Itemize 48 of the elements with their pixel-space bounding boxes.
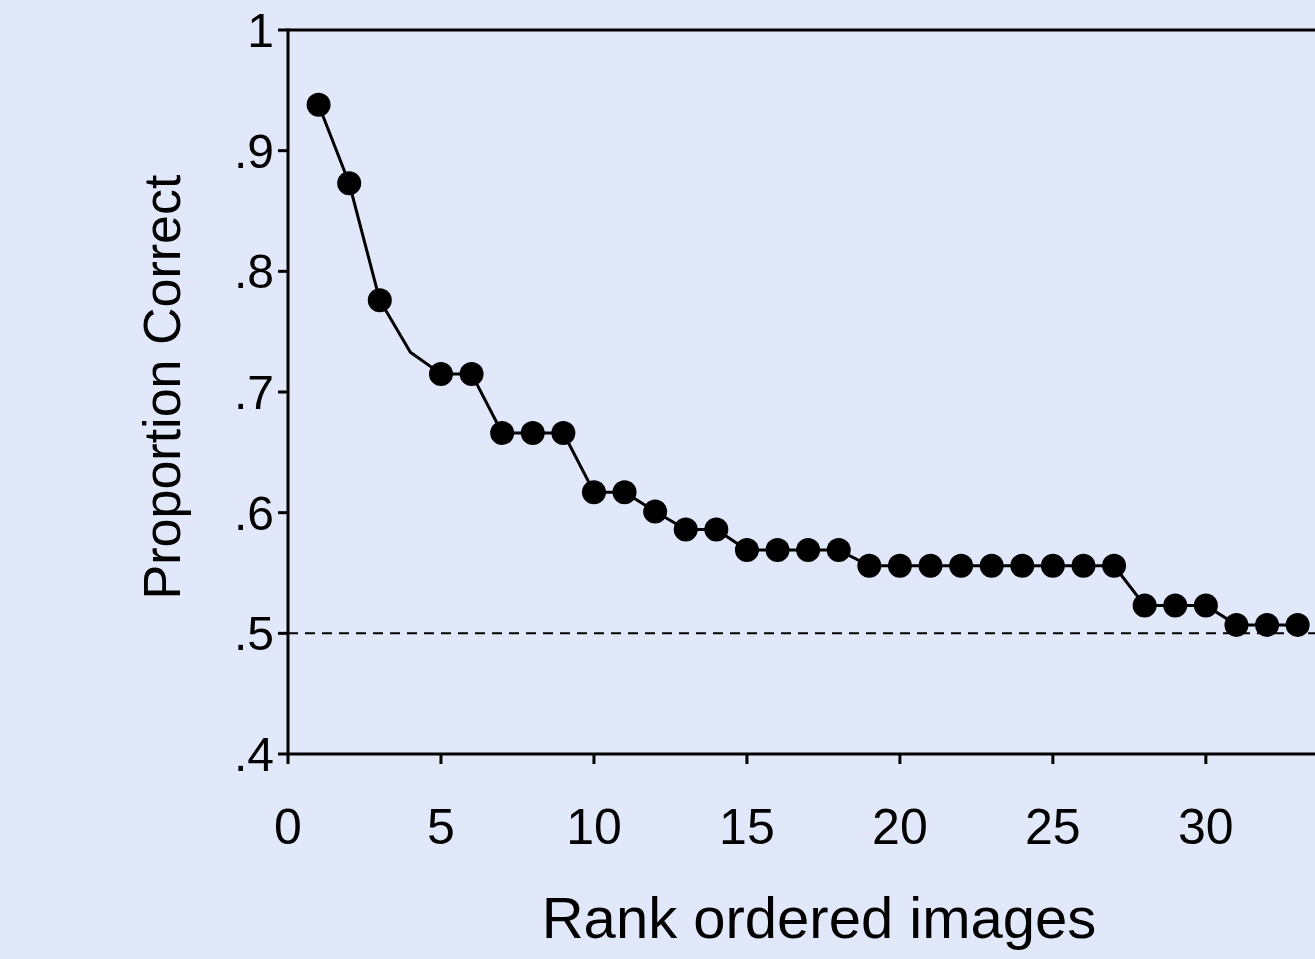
point xyxy=(918,553,943,578)
point xyxy=(887,553,912,578)
y-tick-label: .5 xyxy=(233,607,274,661)
x-tick-label: 20 xyxy=(872,799,928,855)
point xyxy=(673,517,698,542)
point xyxy=(857,553,882,578)
y-tick-label: .4 xyxy=(233,728,274,781)
point xyxy=(1132,593,1157,618)
point xyxy=(643,499,668,524)
point xyxy=(581,480,606,505)
x-tick-label: 15 xyxy=(719,799,775,855)
point xyxy=(734,538,759,563)
y-tick-label: .9 xyxy=(233,124,274,178)
x-tick-label: 5 xyxy=(427,799,455,855)
y-tick-label: .6 xyxy=(233,486,274,540)
x-tick-label: 0 xyxy=(274,799,302,855)
point xyxy=(367,288,392,313)
point xyxy=(796,538,821,563)
y-axis-title: Proportion Correct xyxy=(133,174,191,600)
point xyxy=(428,361,453,386)
point xyxy=(1255,612,1280,637)
point xyxy=(1285,612,1310,637)
point xyxy=(520,421,545,446)
point xyxy=(1040,553,1065,578)
y-tick-label: .8 xyxy=(233,245,274,299)
y-tick-label: .7 xyxy=(233,366,274,419)
point xyxy=(979,553,1004,578)
x-axis-title: Rank ordered images xyxy=(541,885,1097,950)
point xyxy=(337,171,362,196)
point xyxy=(1010,553,1035,578)
x-tick-label: 25 xyxy=(1025,799,1081,855)
point xyxy=(490,421,515,446)
point xyxy=(612,480,637,505)
point xyxy=(1071,553,1096,578)
point xyxy=(306,92,331,117)
point xyxy=(551,421,576,446)
point xyxy=(949,553,974,578)
point xyxy=(1102,553,1127,578)
point xyxy=(459,361,484,386)
point xyxy=(1224,612,1249,637)
point xyxy=(826,538,851,563)
point xyxy=(765,538,790,563)
x-tick-label: 30 xyxy=(1178,799,1234,855)
x-tick-label: 10 xyxy=(566,799,622,855)
point xyxy=(704,517,729,542)
point xyxy=(1163,593,1188,618)
point xyxy=(1193,593,1218,618)
y-tick-label: 1 xyxy=(247,4,274,57)
